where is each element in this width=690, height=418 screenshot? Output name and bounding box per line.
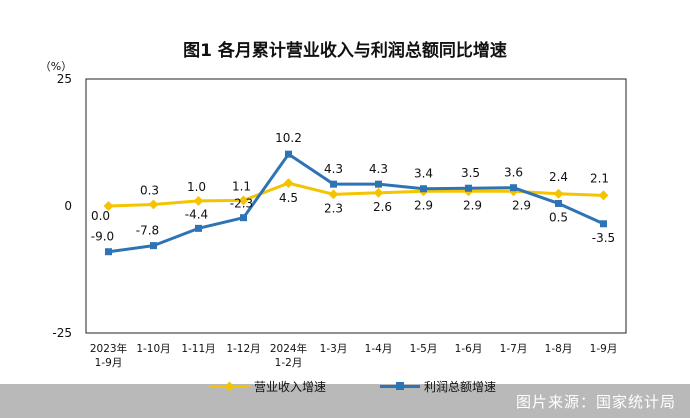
- x-tick-label: 1-9月: [590, 343, 618, 355]
- data-label: 2.1: [590, 171, 609, 185]
- y-axis: -25 0 25: [52, 72, 72, 340]
- legend-label-revenue: 营业收入增速: [254, 379, 327, 394]
- y-axis-unit: （%）: [40, 60, 72, 73]
- x-tick-label: 1-10月: [136, 343, 170, 355]
- data-label: 2.9: [512, 198, 531, 212]
- data-point: [330, 180, 337, 188]
- data-label: -2.3: [230, 197, 253, 211]
- x-tick-label: 1-9月: [95, 357, 123, 369]
- data-label: 4.5: [279, 191, 298, 205]
- x-tick-label: 1-8月: [545, 343, 573, 355]
- data-label: 2.6: [373, 200, 392, 214]
- series-line-profit: [108, 152, 605, 254]
- data-point: [420, 185, 427, 193]
- legend: 营业收入增速 利润总额增速: [0, 378, 690, 394]
- x-tick-label: 2024年: [270, 342, 307, 355]
- data-labels: 0.0 0.3 1.0 1.1 4.5 2.3 2.6 2.9 2.9 2.9 2.4 2.1 -9.0…: [91, 131, 615, 245]
- data-label: 2.9: [463, 198, 482, 212]
- data-label: 0.0: [91, 209, 110, 223]
- data-label: 2.3: [324, 201, 343, 215]
- x-tick-label: 1-3月: [320, 343, 348, 355]
- chart-title: 图1 各月累计营业收入与利润总额同比增速: [183, 40, 507, 61]
- data-label: 4.3: [369, 162, 388, 176]
- data-point: [328, 189, 339, 200]
- y-tick-label: 0: [64, 199, 72, 213]
- data-label: 3.4: [414, 167, 433, 181]
- y-tick-label: 25: [57, 72, 72, 86]
- data-label: 1.1: [232, 179, 251, 193]
- data-point: [105, 248, 112, 256]
- x-tick-label: 1-12月: [226, 343, 260, 355]
- data-label: -3.5: [592, 231, 615, 245]
- legend-label-profit: 利润总额增速: [424, 379, 497, 394]
- data-point: [373, 187, 384, 198]
- data-label: -4.4: [185, 207, 208, 221]
- legend-line-revenue: [210, 381, 250, 391]
- x-tick-label: 1-5月: [410, 343, 438, 355]
- data-point: [600, 220, 607, 228]
- data-point: [240, 214, 247, 222]
- data-point: [598, 190, 609, 201]
- data-label: -9.0: [91, 230, 114, 244]
- data-label: 3.5: [461, 166, 480, 180]
- data-point: [375, 180, 382, 188]
- data-label: 2.4: [549, 170, 568, 184]
- legend-item-revenue: 营业收入增速: [210, 378, 326, 394]
- data-point: [283, 178, 294, 189]
- plot-area-frame: [85, 78, 627, 334]
- data-label: 10.2: [275, 131, 302, 145]
- source-bar: 图片来源：国家统计局: [0, 384, 690, 418]
- diamond-marker-icon: [224, 381, 235, 391]
- data-label: 4.3: [324, 162, 343, 176]
- series-lines: [103, 150, 609, 256]
- data-label: 0.3: [140, 183, 159, 197]
- data-point: [238, 195, 249, 206]
- square-marker-icon: [396, 381, 404, 390]
- data-point: [150, 242, 157, 250]
- x-tick-label: 1-4月: [365, 343, 393, 355]
- data-point: [553, 188, 564, 199]
- data-point: [103, 201, 114, 211]
- x-tick-label: 1-11月: [181, 343, 215, 355]
- y-tick-label: -25: [52, 326, 72, 340]
- data-point: [285, 150, 292, 158]
- x-tick-label: 2023年: [90, 342, 127, 355]
- x-tick-label: 1-7月: [500, 343, 528, 355]
- legend-item-profit: 利润总额增速: [380, 378, 496, 394]
- data-point: [148, 199, 159, 210]
- data-point: [510, 184, 517, 192]
- source-label: 图片来源：国家统计局: [515, 393, 676, 411]
- data-label: 1.0: [187, 180, 206, 194]
- data-point: [555, 199, 562, 207]
- x-tick-label: 1-2月: [275, 357, 303, 369]
- x-axis: 2023年 1-9月 1-10月 1-11月 1-12月 2024年 1-2月 1-3月 1-4…: [90, 342, 617, 369]
- data-point: [465, 184, 472, 192]
- legend-line-profit: [380, 381, 420, 390]
- data-label: 2.9: [414, 198, 433, 212]
- data-label: -7.8: [136, 224, 159, 238]
- data-point: [195, 224, 202, 232]
- x-tick-label: 1-6月: [455, 343, 483, 355]
- data-point: [193, 195, 204, 206]
- data-label: 0.5: [549, 210, 568, 224]
- data-label: 3.6: [504, 166, 523, 180]
